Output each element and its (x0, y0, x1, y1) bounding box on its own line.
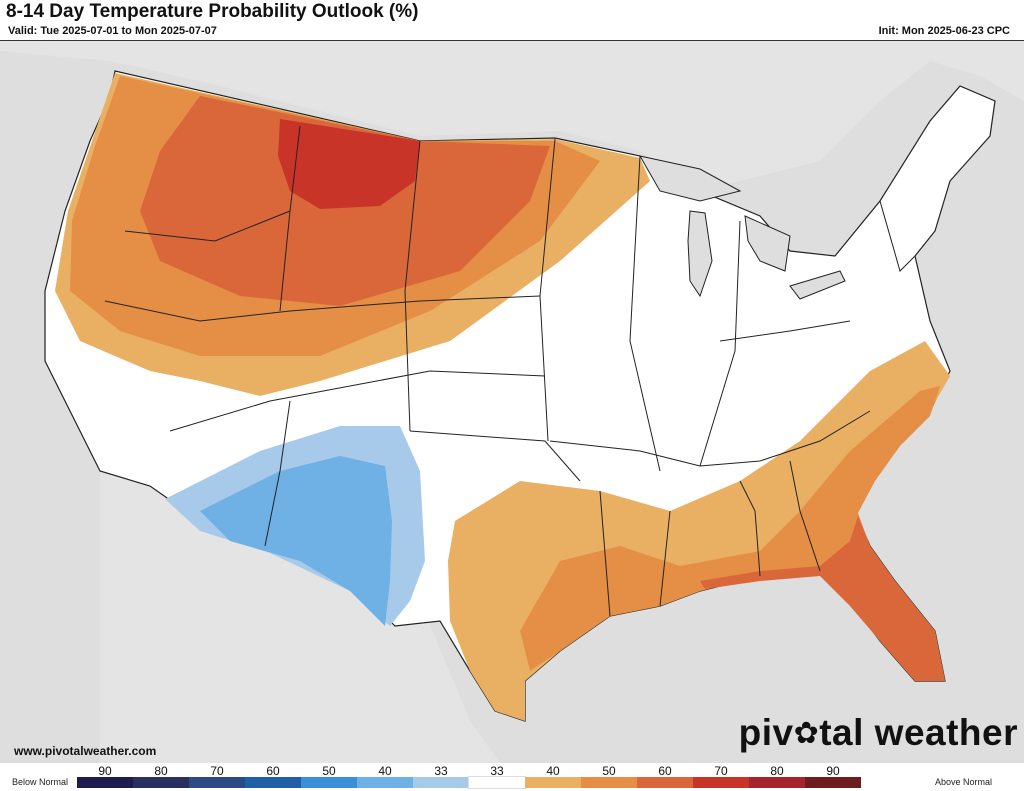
map-title: 8-14 Day Temperature Probability Outlook… (6, 1, 419, 22)
legend-tick-label: 40 (378, 764, 392, 778)
legend: Below Normal Above Normal 90 80 70 60 50 40 33… (0, 763, 1024, 791)
lake-superior (639, 155, 742, 202)
init-time: Init: Mon 2025-06-23 CPC (878, 25, 1010, 37)
legend-tick-label: 80 (154, 764, 168, 778)
legend-swatch (525, 777, 581, 788)
canada-land (0, 41, 1024, 191)
state-borders (104, 125, 916, 617)
legend-tick-label: 90 (826, 764, 840, 778)
outlook-map (0, 41, 1024, 763)
legend-tick-label: 90 (98, 764, 112, 778)
brand-text-right: tal weather (819, 712, 1018, 753)
legend-swatch (133, 777, 189, 788)
legend-tick-label: 50 (602, 764, 616, 778)
legend-swatch (413, 777, 469, 788)
legend-swatch (301, 777, 357, 788)
legend-tick-label: 33 (490, 764, 504, 778)
legend-above-label: Above Normal (935, 777, 993, 787)
legend-below-label: Below Normal (12, 777, 69, 787)
valid-period: Valid: Tue 2025-07-01 to Mon 2025-07-07 (8, 25, 217, 37)
legend-swatch (581, 777, 637, 788)
lake-michigan (687, 210, 713, 298)
above-60-florida-region (700, 516, 945, 681)
legend-swatch (77, 777, 133, 788)
legend-tick-label: 80 (770, 764, 784, 778)
below-40-southwest-region (200, 456, 392, 626)
legend-tick-label: 40 (546, 764, 560, 778)
legend-swatch (357, 777, 413, 788)
legend-swatch (749, 777, 805, 788)
header: 8-14 Day Temperature Probability Outlook… (0, 0, 1024, 41)
legend-tick-label: 70 (714, 764, 728, 778)
legend-swatch (805, 777, 861, 788)
lake-erie (789, 270, 846, 300)
brand-text-left: piv (738, 712, 794, 753)
legend-tick-label: 33 (434, 764, 448, 778)
brand-logo: piv✿tal weather (739, 712, 1018, 754)
legend-tick-label: 60 (658, 764, 672, 778)
legend-tick-label: 50 (322, 764, 336, 778)
lake-huron (744, 215, 791, 272)
legend-swatch (468, 776, 526, 789)
legend-swatch (189, 777, 245, 788)
legend-tick-label: 70 (210, 764, 224, 778)
above-70-montana-region (278, 119, 420, 209)
mexico-land (100, 461, 500, 763)
website-url: www.pivotalweather.com (14, 744, 157, 758)
gear-icon: ✿ (793, 717, 820, 750)
legend-swatch (637, 777, 693, 788)
legend-tick-label: 60 (266, 764, 280, 778)
legend-swatch (245, 777, 301, 788)
map-svg (0, 41, 1024, 763)
legend-swatch (693, 777, 749, 788)
above-50-southeast-region (520, 386, 945, 681)
